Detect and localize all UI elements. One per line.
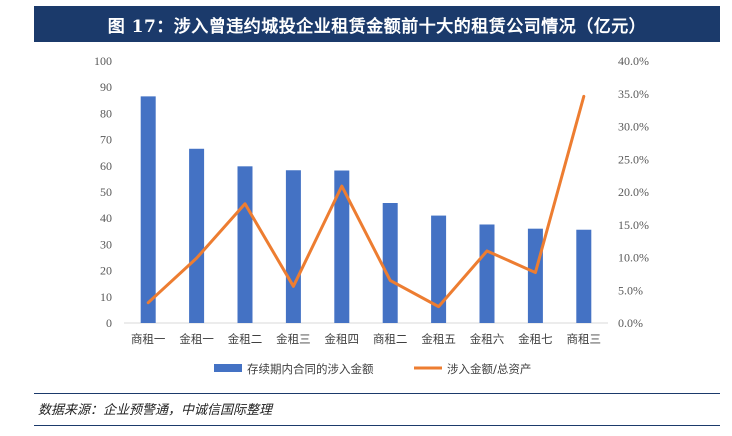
- category-label: 金租六: [470, 332, 505, 346]
- y-tick-label: 100: [94, 54, 112, 68]
- category-label: 金租七: [518, 332, 553, 346]
- bar: [237, 166, 253, 323]
- y2-tick-label: 25.0%: [618, 152, 649, 166]
- combo-chart: 0 10 20 30 40 50 60 70 80 90 100 0.0% 5.0% 10.0% 15.0%…: [94, 54, 649, 376]
- y-tick-label: 40: [100, 211, 112, 225]
- bar: [140, 96, 156, 323]
- y-tick-label: 90: [100, 80, 112, 94]
- y2-tick-label: 35.0%: [618, 87, 649, 101]
- category-label: 商租一: [131, 332, 166, 346]
- y-tick-label: 20: [100, 264, 112, 278]
- y2-tick-label: 15.0%: [618, 218, 649, 232]
- category-label: 商租二: [373, 332, 408, 346]
- top-divider: [34, 393, 720, 394]
- category-label: 金租三: [276, 332, 311, 346]
- legend-label-bar: 存续期内合同的涉入金额: [247, 362, 374, 376]
- source-note: 数据来源：企业预警通，中诚信国际整理: [38, 403, 273, 418]
- bar: [576, 229, 592, 323]
- y2-tick-label: 10.0%: [618, 251, 649, 265]
- bar: [431, 215, 447, 323]
- bar: [334, 170, 350, 323]
- category-label: 金租四: [325, 332, 360, 346]
- category-label: 金租一: [179, 332, 214, 346]
- y-tick-label: 50: [100, 185, 112, 199]
- y-tick-label: 70: [100, 133, 112, 147]
- category-label: 金租二: [228, 332, 263, 346]
- bar: [285, 170, 301, 323]
- y2-tick-label: 30.0%: [618, 120, 649, 134]
- chart-title: 图 17：涉入曾违约城投企业租赁金额前十大的租赁公司情况（亿元）: [107, 16, 647, 37]
- y-tick-label: 0: [106, 316, 112, 330]
- y2-tick-label: 0.0%: [618, 316, 643, 330]
- y-tick-label: 80: [100, 106, 112, 120]
- y2-tick-label: 5.0%: [618, 283, 643, 297]
- legend-label-line: 涉入金额/总资产: [447, 362, 531, 376]
- category-label: 金租五: [421, 332, 456, 346]
- bar: [189, 148, 205, 323]
- y-tick-label: 30: [100, 237, 112, 251]
- legend-swatch-bar: [214, 364, 242, 372]
- line-series: [146, 94, 586, 309]
- y2-tick-label: 20.0%: [618, 185, 649, 199]
- bottom-divider: [34, 425, 720, 426]
- y-tick-label: 60: [100, 159, 112, 173]
- bar: [527, 228, 543, 323]
- chart-title-bar: 图 17：涉入曾违约城投企业租赁金额前十大的租赁公司情况（亿元）: [34, 6, 720, 42]
- bar: [382, 203, 398, 323]
- bar: [479, 224, 495, 323]
- y2-tick-label: 40.0%: [618, 54, 649, 68]
- category-label: 商租三: [567, 332, 602, 346]
- y-tick-label: 10: [100, 290, 112, 304]
